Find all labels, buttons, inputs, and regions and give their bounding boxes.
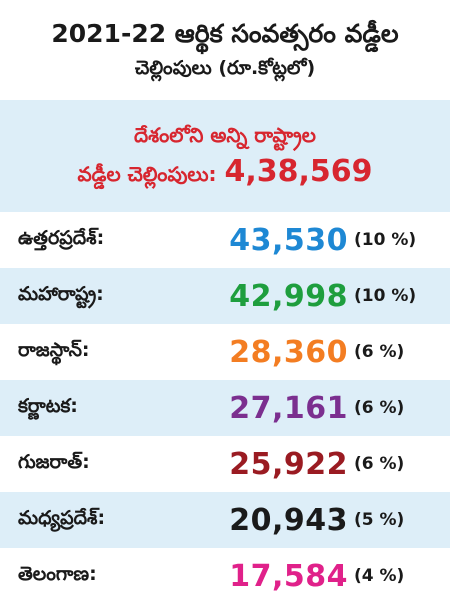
state-row: కర్ణాటక: 27,161 (6 %) [0, 380, 450, 436]
state-row: మహారాష్ట్ర: 42,998 (10 %) [0, 268, 450, 324]
title-block: 2021-22 ఆర్థిక సంవత్సరం వడ్డీల చెల్లింపు… [0, 0, 450, 100]
state-row: తెలంగాణ: 17,584 (4 %) [0, 548, 450, 604]
state-name: గుజరాత్: [18, 450, 90, 473]
state-row: ఉత్తరప్రదేశ్: 43,530 (10 %) [0, 212, 450, 268]
state-interest-value: 17,584 [229, 558, 348, 594]
total-caption: దేశంలోని అన్ని రాష్ట్రాల [134, 123, 316, 147]
total-label: వడ్డీల చెల్లింపులు: [77, 162, 217, 186]
title-line-2: చెల్లింపులు (రూ.కోట్లలో) [134, 57, 316, 79]
title-line-1: 2021-22 ఆర్థిక సంవత్సరం వడ్డీల [51, 19, 399, 48]
state-name: మధ్యప్రదేశ్: [18, 506, 106, 529]
state-share-percent: (10 %) [354, 230, 417, 250]
state-share-percent: (6 %) [354, 398, 405, 418]
state-share-percent: (6 %) [354, 342, 405, 362]
total-block: దేశంలోని అన్ని రాష్ట్రాల వడ్డీల చెల్లింప… [0, 100, 450, 212]
state-share-percent: (4 %) [354, 566, 405, 586]
state-name: ఉత్తరప్రదేశ్: [18, 226, 105, 249]
state-row: రాజస్థాన్: 28,360 (6 %) [0, 324, 450, 380]
state-interest-value: 27,161 [229, 390, 348, 426]
state-share-percent: (5 %) [354, 510, 405, 530]
state-interest-value: 28,360 [229, 334, 348, 370]
state-interest-value: 25,922 [229, 446, 348, 482]
state-name: కర్ణాటక: [18, 394, 78, 417]
state-row: మధ్యప్రదేశ్: 20,943 (5 %) [0, 492, 450, 548]
state-interest-value: 42,998 [229, 278, 348, 314]
state-share-percent: (10 %) [354, 286, 417, 306]
state-name: మహారాష్ట్ర: [18, 282, 104, 305]
state-interest-value: 43,530 [229, 222, 348, 258]
total-row: వడ్డీల చెల్లింపులు: 4,38,569 [77, 152, 372, 194]
state-interest-value: 20,943 [229, 502, 348, 538]
state-list: ఉత్తరప్రదేశ్: 43,530 (10 %) మహారాష్ట్ర: 42,9… [0, 212, 450, 604]
state-name: రాజస్థాన్: [18, 338, 90, 361]
state-share-percent: (6 %) [354, 454, 405, 474]
state-name: తెలంగాణ: [18, 562, 97, 585]
total-value: 4,38,569 [224, 154, 373, 189]
state-row: గుజరాత్: 25,922 (6 %) [0, 436, 450, 492]
